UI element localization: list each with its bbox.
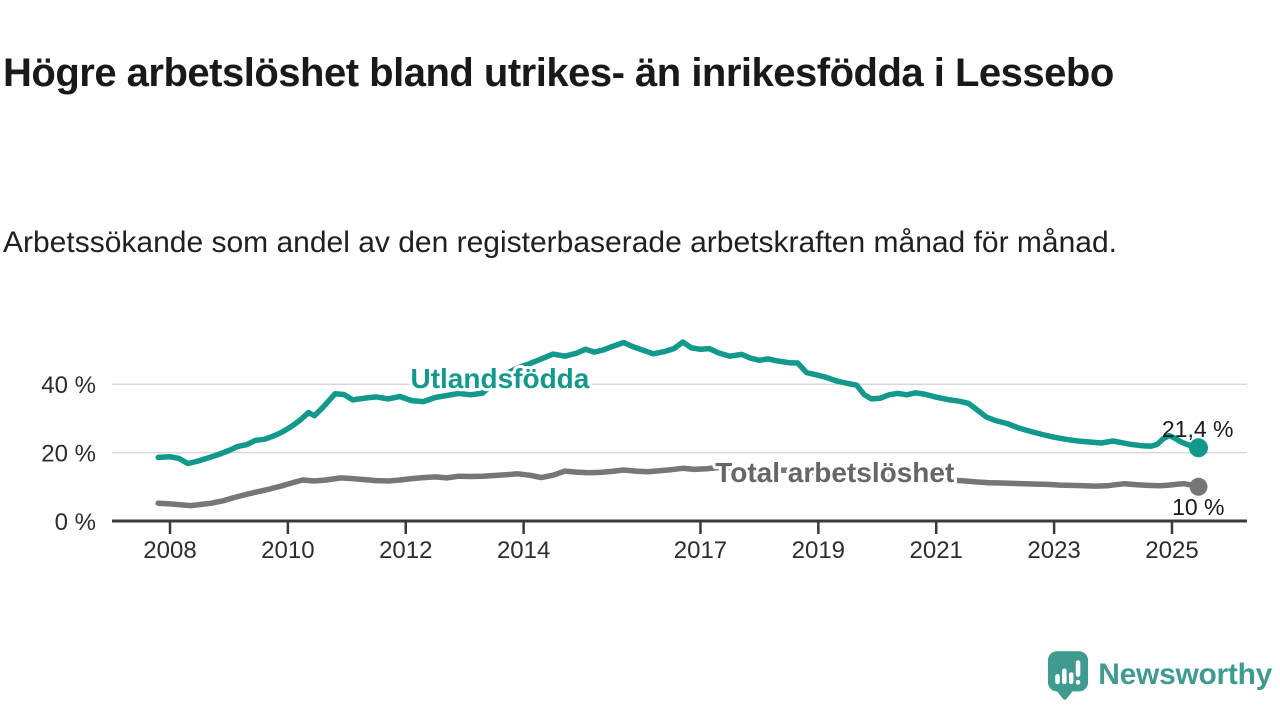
series-label: Total arbetslöshet: [715, 457, 954, 488]
newsworthy-speech-bubble-bar-chart-icon: [1048, 651, 1089, 700]
series-label: Utlandsfödda: [410, 363, 589, 394]
x-axis-tick-label: 2017: [674, 537, 727, 564]
series-end-value-label: 10 %: [1172, 494, 1224, 520]
x-axis-tick-label: 2008: [143, 537, 196, 564]
x-axis-tick-label: 2025: [1145, 537, 1198, 564]
series-line-total-arbetsloshet: [155, 464, 1202, 509]
x-axis-tick-label: 2014: [497, 537, 550, 564]
y-axis-tick-label: 20 %: [41, 441, 96, 468]
page-subtitle: Arbetssökande som andel av den registerb…: [3, 226, 1117, 259]
y-axis-tick-label: 40 %: [41, 372, 96, 399]
x-axis-tick-label: 2023: [1027, 537, 1080, 564]
series-end-value-label: 21,4 %: [1162, 416, 1234, 442]
x-axis-tick-label: 2012: [379, 537, 432, 564]
y-axis-tick-label: 0 %: [55, 509, 96, 536]
series-end-dot: [1189, 438, 1209, 458]
page-title: Högre arbetslöshet bland utrikes- än inr…: [3, 50, 1114, 95]
x-axis-tick-label: 2010: [261, 537, 314, 564]
series-end-dot: [1189, 477, 1208, 496]
x-axis-tick-label: 2019: [792, 537, 845, 564]
newsworthy-wordmark: Newsworthy: [1098, 658, 1272, 691]
x-axis-tick-label: 2021: [910, 537, 963, 564]
newsworthy-logo[interactable]: Newsworthy: [1047, 650, 1272, 700]
series-line-utlandsfodda: [155, 339, 1202, 467]
